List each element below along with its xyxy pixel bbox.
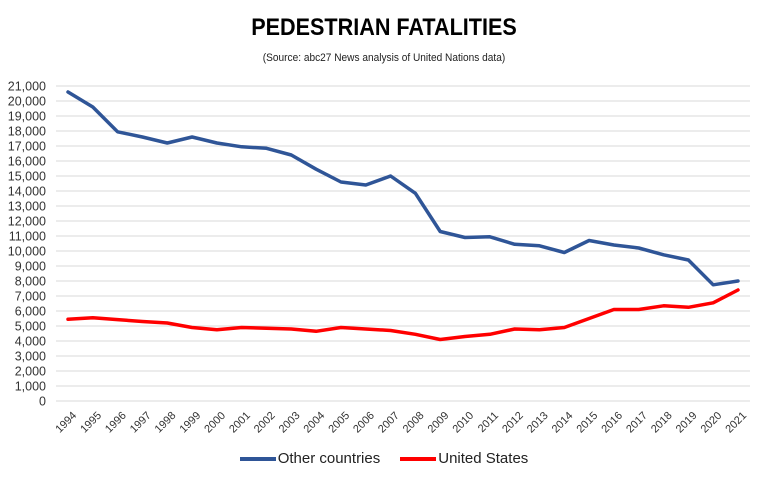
x-tick-label: 2014 [550, 410, 576, 436]
legend-item-united-states[interactable]: United States [400, 450, 528, 467]
y-tick-label: 10,000 [8, 245, 46, 259]
x-tick-label: 2010 [450, 410, 476, 436]
series-line-united-states [66, 288, 740, 342]
x-tick-label: 2021 [723, 410, 749, 436]
x-tick-label: 2003 [277, 410, 303, 436]
y-tick-label: 17,000 [8, 140, 46, 154]
x-tick-label: 2017 [624, 410, 650, 436]
y-tick-label: 16,000 [8, 155, 46, 169]
x-tick-label: 2020 [699, 410, 725, 436]
chart-subtitle: (Source: abc27 News analysis of United N… [262, 52, 506, 64]
x-tick-label: 2007 [376, 410, 402, 436]
x-tick-label: 2002 [252, 410, 278, 436]
legend-label-united-states: United States [438, 450, 529, 467]
y-tick-label: 8,000 [15, 275, 46, 289]
y-tick-label: 0 [39, 395, 46, 409]
legend-item-other-countries[interactable]: Other countries [239, 450, 381, 467]
y-tick-label: 2,000 [15, 365, 46, 379]
series-line-other-countries [66, 90, 740, 287]
y-tick-label: 18,000 [8, 125, 46, 139]
x-tick-label: 2018 [649, 410, 675, 436]
x-tick-label: 2004 [302, 410, 328, 436]
legend: Other countries United States [0, 450, 768, 467]
x-tick-label: 1995 [78, 410, 104, 436]
legend-label-other-countries: Other countries [277, 450, 381, 467]
chart-title: PEDESTRIAN FATALITIES [251, 14, 517, 41]
y-tick-label: 7,000 [15, 290, 46, 304]
x-tick-label: 2008 [401, 410, 427, 436]
x-tick-label: 2013 [525, 410, 551, 436]
y-tick-label: 5,000 [15, 320, 46, 334]
x-tick-label: 2011 [476, 410, 501, 435]
y-tick-label: 19,000 [8, 110, 46, 124]
y-tick-label: 1,000 [15, 380, 46, 394]
y-tick-label: 6,000 [15, 305, 46, 319]
x-tick-label: 1996 [103, 410, 129, 436]
gridlines [56, 85, 750, 402]
y-tick-label: 15,000 [8, 170, 46, 184]
x-tick-label: 1994 [53, 410, 79, 436]
y-tick-label: 14,000 [8, 185, 46, 199]
x-tick-label: 2005 [326, 410, 352, 436]
x-tick-label: 2000 [202, 410, 228, 436]
y-tick-label: 13,000 [8, 200, 46, 214]
y-tick-label: 9,000 [15, 260, 46, 274]
x-tick-label: 2019 [674, 410, 700, 436]
y-axis-ticks: 01,0002,0003,0004,0005,0006,0007,0008,00… [8, 80, 46, 409]
x-tick-label: 2016 [599, 410, 625, 436]
x-tick-label: 2009 [426, 410, 452, 436]
y-tick-label: 12,000 [8, 215, 46, 229]
legend-swatch-united-states [400, 456, 437, 461]
x-tick-label: 2006 [351, 410, 377, 436]
y-tick-label: 20,000 [8, 95, 46, 109]
x-tick-label: 2001 [227, 410, 253, 436]
x-axis-ticks: 1994 1995 1996 1997 1998 1999 2000 2001 2002 2003… [53, 410, 749, 436]
y-tick-label: 3,000 [15, 350, 46, 364]
x-tick-label: 2012 [500, 410, 526, 436]
x-tick-label: 1998 [153, 410, 179, 436]
x-tick-label: 2015 [575, 410, 601, 436]
y-tick-label: 21,000 [8, 80, 46, 94]
x-tick-label: 1999 [177, 410, 203, 436]
y-tick-label: 11,000 [9, 230, 46, 244]
series-lines [66, 90, 740, 342]
x-tick-label: 1997 [128, 410, 154, 436]
y-tick-label: 4,000 [15, 335, 46, 349]
legend-swatch-other-countries [239, 456, 276, 461]
